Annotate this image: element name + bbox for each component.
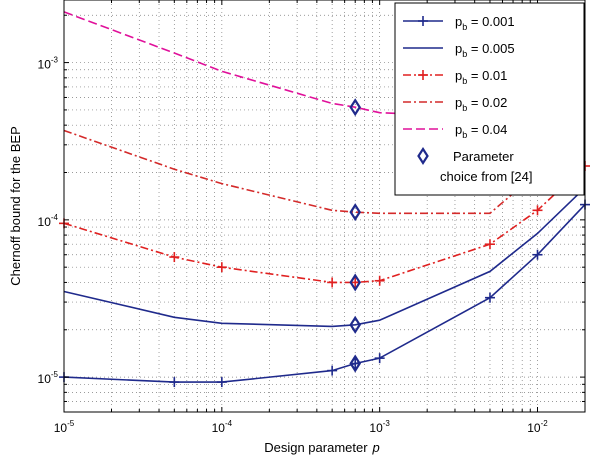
legend-label-5: pb = 0.04 <box>455 122 507 140</box>
legend-swatch-marker <box>418 70 428 80</box>
series-3-point <box>532 205 543 216</box>
series-line-2 <box>63 187 586 328</box>
y-tick-label: 10-3 <box>38 56 59 72</box>
x-axis-title: Design parameter p <box>264 440 380 455</box>
series-1-point <box>484 292 495 303</box>
parameter-choice-marker <box>349 354 362 373</box>
parameter-choice-marker <box>349 98 362 117</box>
series-1-point <box>169 377 180 388</box>
y-tick-label: 10-5 <box>38 370 59 386</box>
legend-label-2: pb = 0.005 <box>455 41 515 59</box>
series-1-point <box>327 365 338 376</box>
legend-marker-label-2: choice from [24] <box>440 169 533 184</box>
x-tick-label: 10-2 <box>527 419 548 435</box>
parameter-choice-marker <box>349 273 362 292</box>
x-tick-label: 10-5 <box>54 419 75 435</box>
legend-swatch-marker <box>418 16 428 26</box>
series-1-point <box>532 249 543 260</box>
x-axis-title-text: Design parameter <box>264 440 368 455</box>
legend-label-3: pb = 0.01 <box>455 68 507 86</box>
legend: pb = 0.001 pb = 0.005 pb = 0.01 pb = 0.02 pb… <box>394 2 585 196</box>
y-tick-label: 10-4 <box>38 213 59 229</box>
series-line-4 <box>63 126 586 215</box>
series-line-5 <box>63 11 586 118</box>
x-tick-label: 10-4 <box>212 419 233 435</box>
parameter-choice-marker <box>349 203 362 222</box>
x-axis-title-symbol: p <box>372 440 380 455</box>
series-3-point <box>484 239 495 250</box>
plot-frame <box>63 0 586 413</box>
legend-label-4: pb = 0.02 <box>455 95 507 113</box>
series-3-point <box>374 275 385 286</box>
marker-layer <box>349 98 362 373</box>
parameter-choice-marker <box>349 315 362 334</box>
x-tick-label: 10-3 <box>369 419 390 435</box>
series-1-point <box>374 353 385 364</box>
legend-box <box>394 2 585 196</box>
series-3-point <box>169 252 180 263</box>
legend-diamond-marker <box>417 146 429 166</box>
series-1-point <box>216 377 227 388</box>
ticks: 10-5 10-4 10-3 10-2 10-5 10-4 10-3 <box>38 0 586 435</box>
series-line-3 <box>63 165 586 284</box>
legend-label-1: pb = 0.001 <box>455 14 515 32</box>
legend-marker-label-1: Parameter <box>453 149 514 164</box>
y-axis-title: Chernoff bound for the BEP <box>8 126 23 285</box>
series-3-point <box>327 277 338 288</box>
series-3-point <box>216 262 227 273</box>
